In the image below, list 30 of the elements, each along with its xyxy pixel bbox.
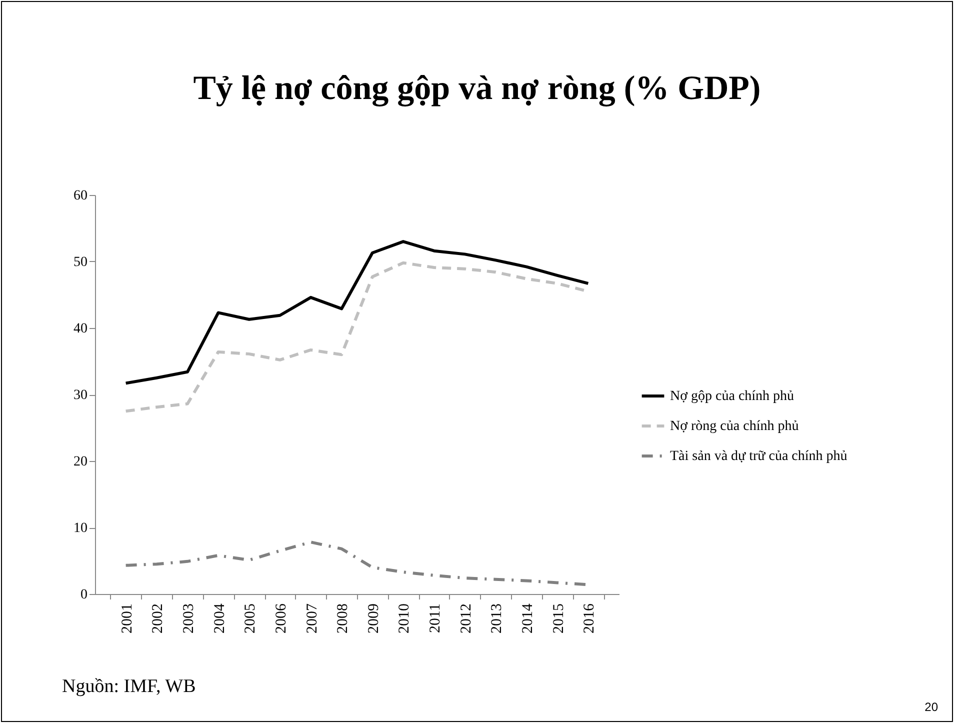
x-tick-label: 2008 bbox=[335, 604, 352, 634]
x-tick-label: 2001 bbox=[119, 604, 136, 634]
x-tick-label: 2016 bbox=[582, 603, 598, 634]
y-tick-label: 40 bbox=[74, 322, 88, 336]
legend-label: Tài sản và dự trữ của chính phủ bbox=[670, 449, 848, 464]
x-tick-label: 2009 bbox=[366, 604, 382, 634]
y-tick-label: 0 bbox=[80, 588, 88, 602]
text: 20 bbox=[924, 700, 938, 714]
x-tick-label: 2013 bbox=[489, 604, 506, 634]
x-tick-label: 2015 bbox=[550, 604, 567, 634]
x-tick-label: 2012 bbox=[458, 604, 474, 634]
x-tick-label: 2006 bbox=[273, 603, 290, 634]
x-tick-label: 2007 bbox=[304, 603, 320, 634]
y-tick-label: 20 bbox=[74, 454, 88, 470]
legend-label: Nợ gộp của chính phủ bbox=[670, 389, 794, 404]
x-tick-label: 2011 bbox=[428, 604, 444, 633]
chart-title: Tỷ lệ nợ công gộp và nợ ròng (% GDP) bbox=[192, 70, 762, 108]
x-tick-label: 2010 bbox=[396, 604, 413, 634]
y-tick-label: 30 bbox=[74, 388, 88, 403]
x-tick-label: 2005 bbox=[242, 604, 259, 634]
text: Nguồn: IMF, WB bbox=[62, 676, 196, 698]
y-tick-label: 10 bbox=[74, 521, 88, 536]
line-series bbox=[124, 240, 590, 385]
y-tick-label: 50 bbox=[74, 255, 88, 270]
y-tick-label: 60 bbox=[74, 188, 88, 204]
x-tick-label: 2004 bbox=[212, 603, 228, 634]
x-tick-label: 2003 bbox=[180, 604, 197, 634]
x-tick-label: 2002 bbox=[150, 604, 166, 634]
x-tick-label: 2014 bbox=[520, 603, 536, 634]
legend-label: Nợ ròng của chính phủ bbox=[670, 419, 799, 434]
